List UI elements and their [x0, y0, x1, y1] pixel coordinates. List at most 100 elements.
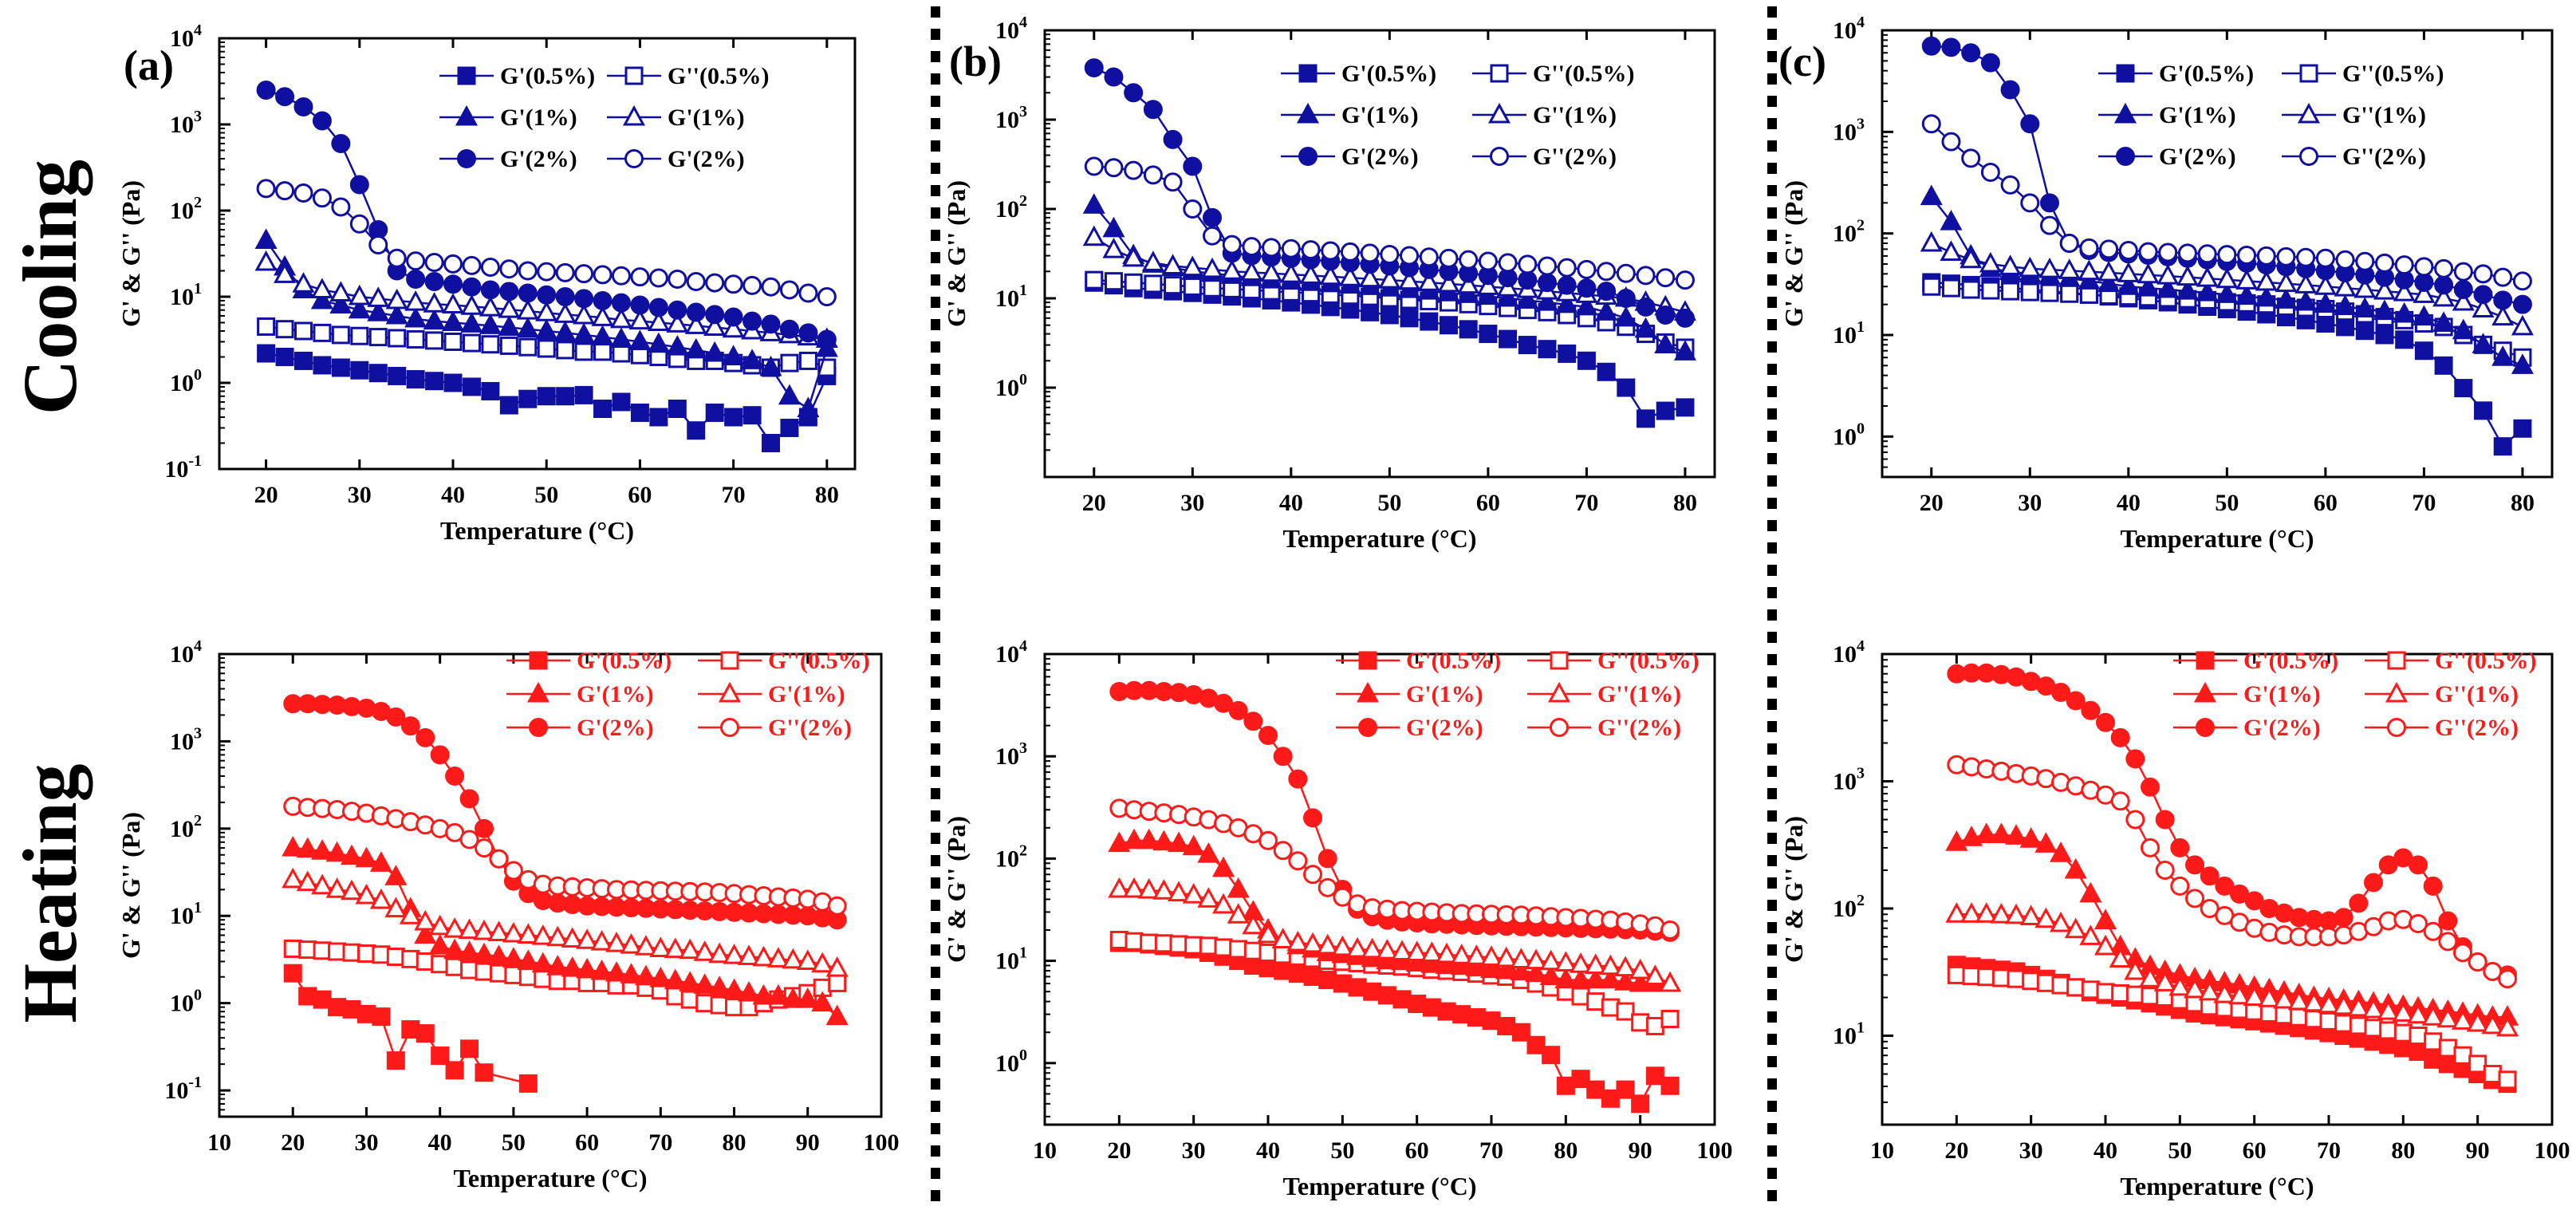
data-point [1242, 237, 1262, 257]
data-point [1644, 964, 1667, 985]
data-point [1183, 156, 1203, 176]
legend-item: G''(0.5%) [607, 63, 770, 89]
data-point [2066, 978, 2086, 997]
data-point [2378, 855, 2398, 875]
data-point [593, 400, 612, 419]
data-point [502, 947, 525, 968]
data-point [499, 282, 519, 302]
data-point [2111, 983, 2130, 1003]
data-point [312, 188, 332, 208]
data-point [2000, 80, 2020, 100]
data-point [591, 325, 614, 346]
data-point [480, 258, 500, 278]
data-point [573, 303, 596, 325]
data-point [475, 818, 494, 838]
data-point [593, 265, 612, 285]
data-point [1288, 851, 1308, 871]
data-point [742, 406, 762, 425]
legend-marker [2299, 64, 2318, 83]
legend-label: G'(0.5%) [1406, 648, 1501, 674]
legend-item: G''(2%) [1527, 715, 1681, 741]
data-point [2393, 1039, 2413, 1058]
data-point [1331, 935, 1354, 956]
data-point [1482, 1011, 1501, 1031]
legend-label: G'(1%) [668, 104, 745, 131]
data-point [2287, 989, 2310, 1011]
data-point [1538, 340, 1557, 359]
data-point [576, 957, 599, 979]
data-point [2474, 401, 2493, 420]
data-point [1645, 1066, 1664, 1086]
data-point [779, 280, 799, 300]
legend-label: G'(2%) [1341, 144, 1419, 170]
data-point [1516, 288, 1539, 309]
data-point [779, 319, 799, 339]
data-point [693, 940, 716, 961]
data-point [2093, 909, 2117, 929]
data-point [431, 1046, 450, 1066]
data-point [1376, 939, 1399, 960]
legend-item: G''(0.5%) [1472, 61, 1635, 87]
x-tick-label: 20 [1107, 1137, 1131, 1164]
data-point [1498, 253, 1518, 273]
data-point [1242, 913, 1265, 935]
data-point [1318, 971, 1337, 990]
panel-tag-a: (a) [124, 41, 174, 89]
data-point [2256, 246, 2276, 266]
data-point [443, 938, 467, 960]
data-point [481, 381, 500, 400]
data-point [1524, 961, 1548, 983]
x-tick-label: 80 [2391, 1137, 2415, 1164]
legend-marker [1358, 651, 1377, 670]
data-point [1467, 1007, 1486, 1027]
data-point [561, 956, 584, 977]
data-point [742, 311, 762, 331]
series-3 [282, 867, 849, 977]
data-point [1303, 865, 1322, 885]
data-point [331, 133, 351, 153]
x-tick-label: 80 [1554, 1137, 1578, 1164]
legend-item: G'(2%) [2098, 144, 2236, 170]
data-point [428, 934, 451, 955]
data-point [472, 942, 496, 964]
data-point [2183, 977, 2207, 999]
x-tick-label: 40 [2117, 490, 2141, 516]
data-point [1496, 286, 1519, 307]
data-point [2414, 257, 2434, 277]
data-point [1256, 922, 1280, 944]
data-point [2493, 290, 2513, 310]
x-axis-title: Temperature (°C) [440, 516, 634, 545]
data-point [1518, 270, 1538, 290]
data-point [796, 987, 819, 1008]
data-point [282, 867, 305, 889]
data-point [2020, 193, 2040, 213]
legend-marker [2299, 147, 2318, 166]
x-tick-label: 50 [534, 482, 558, 508]
data-point [1137, 828, 1160, 849]
x-tick-label: 30 [2019, 1137, 2043, 1164]
data-point [537, 262, 557, 282]
x-tick-label: 30 [1180, 490, 1204, 516]
legend-marker [526, 681, 550, 703]
data-point [2020, 114, 2040, 134]
legend-label: G''(0.5%) [1597, 648, 1700, 674]
data-point [1197, 842, 1220, 863]
data-point [480, 280, 500, 300]
data-point [1629, 958, 1652, 979]
data-point [1960, 826, 1983, 846]
data-point [1599, 968, 1622, 989]
data-point [1361, 302, 1380, 321]
legend-item: G'(0.5%) [1336, 648, 1501, 674]
plot-frame [1881, 29, 2554, 479]
chart-cooling-a: 20 30 40 50 60 70 80 10-1 100 101 102 103 104 Tempera… [116, 22, 857, 545]
data-point [2349, 893, 2369, 913]
data-point [2512, 294, 2532, 314]
data-point [1279, 262, 1302, 283]
series-5 [1947, 755, 2517, 989]
x-axis-title: Temperature (°C) [1283, 1172, 1477, 1200]
data-point [1405, 940, 1428, 961]
data-point [355, 883, 378, 905]
data-point [2049, 911, 2073, 932]
data-point [487, 920, 510, 941]
